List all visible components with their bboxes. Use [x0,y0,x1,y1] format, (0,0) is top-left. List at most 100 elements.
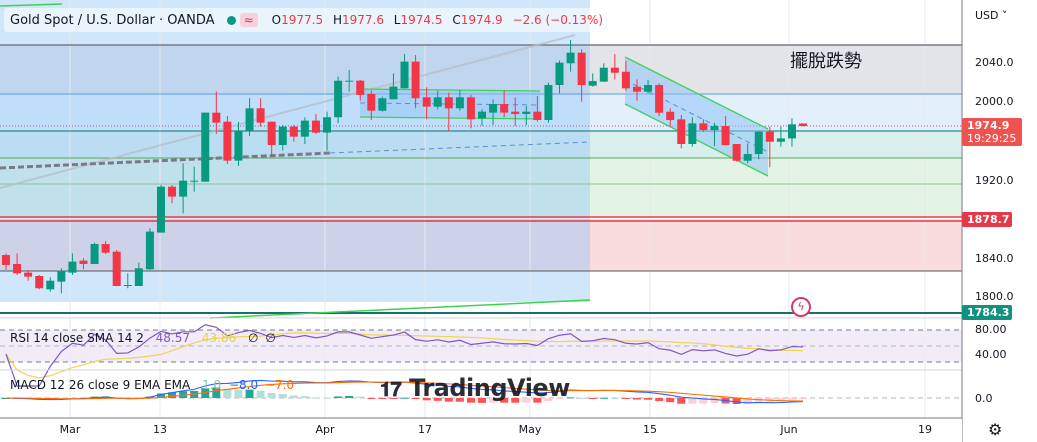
macd-hist-bar [223,389,232,398]
candle-body [378,98,387,111]
change-value: −2.6 (−0.13%) [512,13,604,27]
candle-body [123,285,132,287]
macd-hist-bar [334,396,343,398]
rsi-extra-value: ∅ [265,331,276,345]
candle-body [2,255,10,265]
rsi-legend[interactable]: RSI 14 close SMA 14 2 48.57 43.86 ∅ ∅ [10,331,276,345]
price-axis[interactable] [962,0,1037,418]
macd-hist-bar [433,398,442,401]
macd-hist-bar [655,398,664,402]
tradingview-logo[interactable]: 𝟏𝟕 TradingView [380,374,570,402]
trendline-green[interactable] [209,299,591,319]
macd-legend[interactable]: MACD 12 26 close 9 EMA EMA 1.0 −8.0 −7.0 [10,378,294,392]
candle-body [179,180,188,197]
macd-hist-bar [599,397,608,399]
macd-hist-bar [799,398,808,399]
macd-hist-bar [588,398,597,399]
candle-body [190,180,199,182]
candle-body [776,138,785,142]
candle-body [655,85,664,113]
range-box-bottom [359,116,541,120]
candle-body [400,61,409,89]
macd-title: MACD 12 26 close 9 EMA EMA [10,378,191,392]
candle-body [334,80,343,118]
macd-hist-bar [455,398,464,402]
high-value: 1977.6 [341,13,384,27]
macd-hist-bar [489,398,498,403]
candle-body [234,130,243,161]
candle-body [610,67,619,73]
candle-body [68,261,77,273]
date-tick: Mar [59,423,81,436]
data-delay-icon[interactable]: ≈ [239,13,258,27]
candle-body [345,80,354,82]
macd-hist-bar [245,389,254,398]
price-tick: 1920.0 [975,174,1014,187]
macd-hist-bar [179,391,188,398]
macd-hist-bar [156,393,165,398]
macd-hist-bar [256,390,265,398]
candle-body [500,103,509,113]
trendline-dashed[interactable] [329,141,591,154]
macd-hist-bar [378,398,387,399]
rsi-line [5,324,804,387]
candle-body [577,52,586,86]
macd-hist-bar [444,398,453,402]
candle-body [156,186,165,233]
macd-hist-bar [533,398,542,403]
candle-body [632,86,641,92]
level-tag-red: 1878.7 [962,212,1012,227]
signal-line [5,381,804,402]
candle-body [511,111,520,115]
macd-hist-bar [644,398,653,400]
candle-body [433,97,442,107]
settings-gear-icon[interactable]: ⚙ [988,420,1003,439]
rsi-sma-value: 43.86 [201,331,237,345]
macd-hist-bar [212,387,221,398]
candle-body [134,268,143,286]
macd-hist-bar [389,398,398,399]
macd-hist-bar [544,398,553,402]
trendline-green-top[interactable] [0,3,63,7]
macd-hist-bar [289,395,298,398]
candle-body [223,121,232,161]
macd-hist-bar [610,397,619,399]
candle-body [588,81,597,86]
lightning-event-icon[interactable]: ϟ [791,297,811,317]
chart-annotation-text[interactable]: 擺脫跌勢 [790,51,862,72]
candle-body [555,62,564,86]
candle-body [621,71,630,89]
candle-body [201,112,210,182]
macd-hist-bar [511,398,520,403]
candle-body [79,260,88,264]
candle-body [367,93,376,111]
macd-tick: 0.0 [975,392,993,405]
candle-body [24,272,33,277]
candle-body [256,108,265,123]
ohlc-values: O1977.5 H1977.6 L1974.5 C1974.9 −2.6 (−0… [271,13,604,27]
currency-selector[interactable]: USD ˅ [975,9,1008,22]
candle-body [411,61,420,99]
candle-body [466,97,475,120]
candle-body [168,186,177,197]
candle-body [57,270,66,282]
channel-bottom [624,103,769,177]
macd-hist-bar [478,398,487,403]
candle-body [35,275,44,289]
market-open-icon [226,15,236,25]
candle-body [566,52,575,64]
trendline-support[interactable] [0,151,331,170]
symbol-title[interactable]: Gold Spot / U.S. Dollar · OANDA [10,12,215,28]
time-axis[interactable] [0,419,962,442]
candle-body [278,126,287,145]
current-price-tag: 1974.9 19:29:25 [962,118,1022,146]
price-tick: 1840.0 [975,252,1014,265]
macd-hist-bar [411,398,420,399]
candle-body [522,111,531,115]
symbol-legend[interactable]: Gold Spot / U.S. Dollar · OANDA ≈ O1977.… [4,8,610,32]
candle-body [743,154,752,161]
date-tick: May [518,423,542,436]
candle-body [90,244,99,264]
macd-hist-bar [677,398,686,404]
